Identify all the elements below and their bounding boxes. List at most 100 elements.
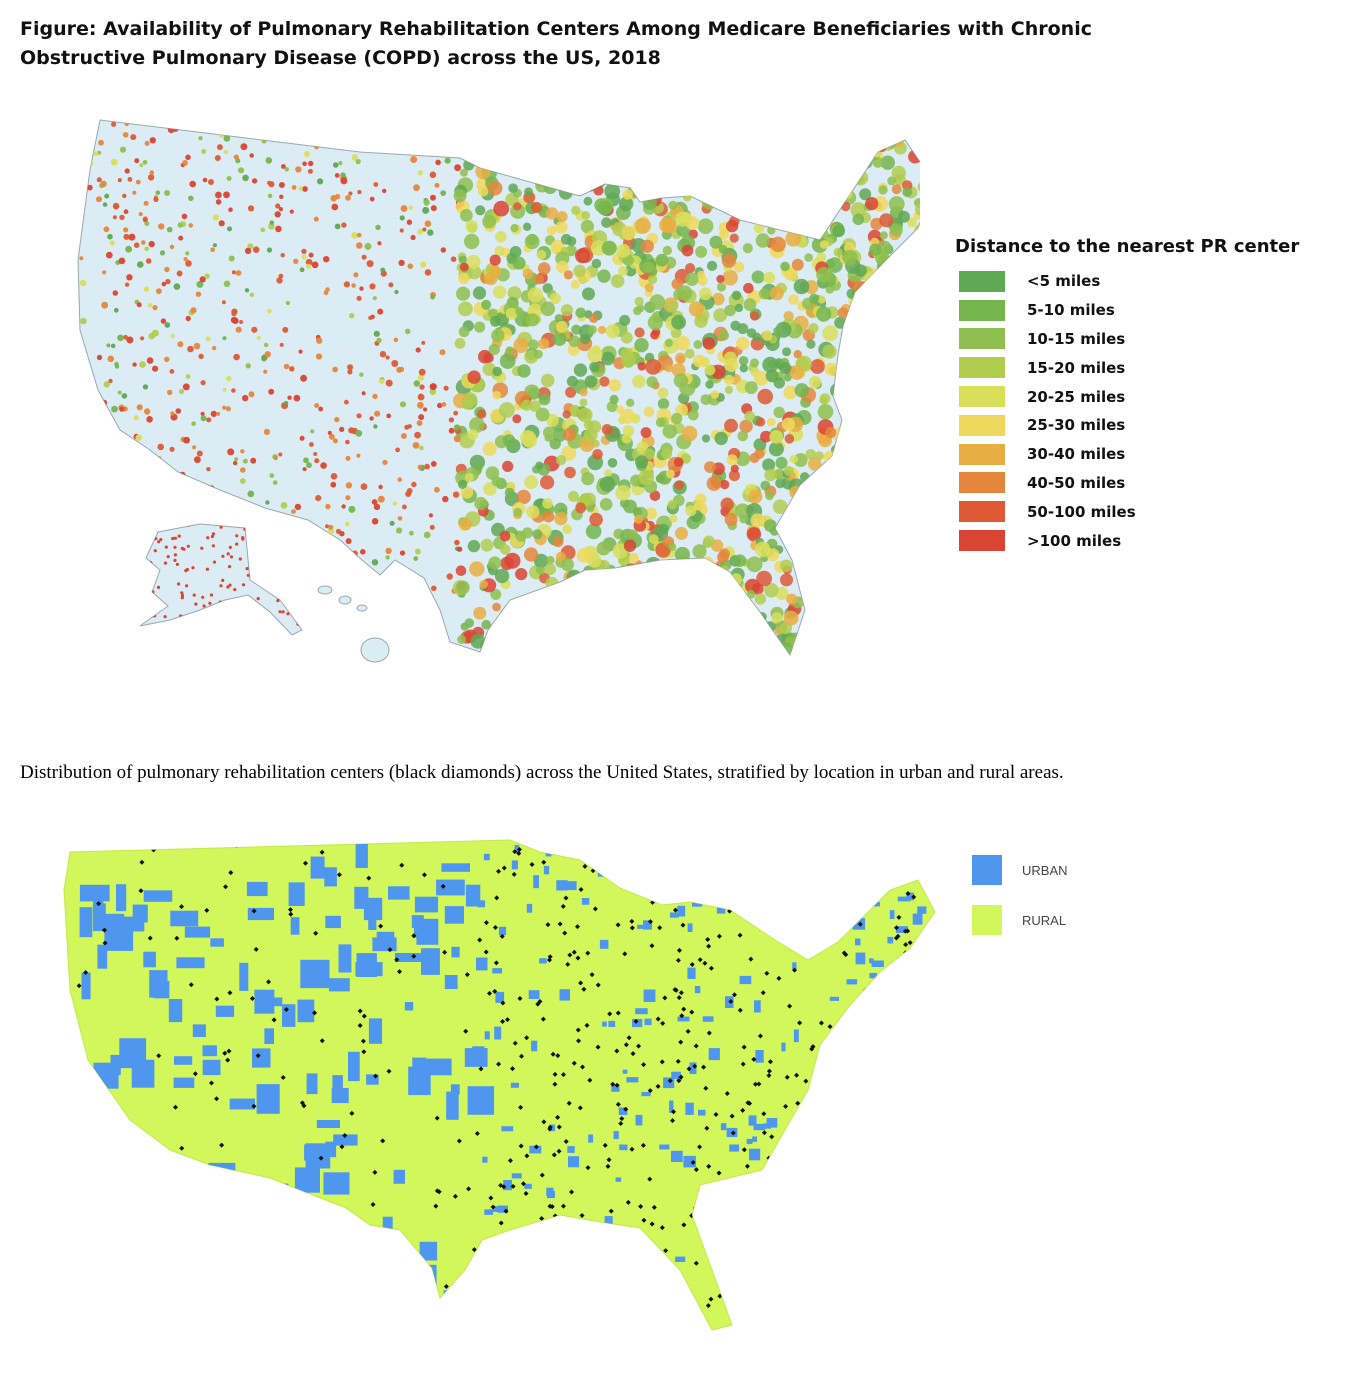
distance-point bbox=[801, 510, 815, 524]
distance-point bbox=[792, 176, 806, 191]
urban-area bbox=[830, 1099, 836, 1109]
distance-point bbox=[722, 269, 738, 286]
pr-center-marker bbox=[782, 1310, 788, 1316]
distance-point bbox=[341, 504, 346, 509]
distance-point bbox=[507, 623, 519, 635]
distance-point bbox=[889, 542, 899, 552]
distance-point bbox=[377, 308, 384, 315]
pr-center-marker bbox=[697, 1144, 703, 1150]
distance-point bbox=[695, 562, 710, 576]
distance-point bbox=[820, 465, 829, 475]
distance-point bbox=[281, 164, 286, 169]
distance-point bbox=[661, 137, 672, 148]
distance-point bbox=[669, 597, 683, 610]
distance-point bbox=[305, 258, 313, 266]
distance-point bbox=[673, 457, 684, 468]
distance-point bbox=[793, 350, 802, 359]
distance-point bbox=[474, 321, 486, 333]
urban-area bbox=[878, 1297, 890, 1310]
distance-point bbox=[416, 651, 421, 655]
distance-point bbox=[114, 364, 120, 369]
distance-point bbox=[913, 552, 920, 563]
distance-point bbox=[841, 188, 853, 200]
distance-point bbox=[842, 120, 855, 130]
distance-point bbox=[511, 120, 522, 122]
distance-point bbox=[453, 410, 459, 416]
distance-point bbox=[893, 268, 906, 281]
distance-point bbox=[454, 539, 460, 546]
distance-point bbox=[794, 383, 809, 398]
distance-point bbox=[152, 305, 158, 311]
distance-point bbox=[815, 151, 824, 159]
pr-center-marker bbox=[574, 924, 580, 930]
distance-point bbox=[531, 136, 546, 152]
pr-center-marker bbox=[730, 1178, 736, 1184]
distance-point bbox=[853, 360, 866, 373]
distance-point bbox=[147, 302, 153, 308]
distance-point bbox=[895, 433, 911, 449]
distance-point bbox=[749, 452, 760, 464]
distance-point bbox=[785, 230, 802, 247]
urban-area bbox=[796, 1189, 801, 1202]
urban-area bbox=[685, 1102, 694, 1115]
distance-point bbox=[208, 124, 216, 132]
distance-point bbox=[822, 608, 838, 624]
pr-center-marker bbox=[766, 897, 772, 903]
distance-point bbox=[570, 634, 582, 646]
distance-point bbox=[132, 190, 137, 195]
distance-point bbox=[800, 206, 815, 220]
urban-area bbox=[536, 1292, 547, 1297]
distance-point bbox=[859, 188, 872, 201]
distance-point bbox=[247, 613, 254, 620]
distance-point bbox=[697, 218, 714, 234]
distance-point bbox=[488, 308, 498, 319]
pr-center-marker bbox=[659, 1225, 665, 1231]
distance-point bbox=[549, 438, 561, 450]
urban-area bbox=[404, 1002, 414, 1011]
distance-point bbox=[540, 146, 550, 157]
distance-point bbox=[281, 610, 285, 614]
distance-point bbox=[144, 632, 150, 638]
urban-area bbox=[650, 1276, 661, 1288]
distance-point bbox=[360, 483, 368, 490]
distance-point bbox=[480, 140, 490, 150]
pr-center-marker bbox=[578, 886, 584, 892]
distance-point bbox=[904, 273, 914, 283]
distance-point bbox=[721, 120, 730, 129]
pr-center-marker bbox=[751, 1215, 757, 1221]
distance-point bbox=[825, 285, 835, 294]
pr-center-marker bbox=[487, 990, 493, 996]
distance-point bbox=[258, 557, 265, 565]
pr-center-marker bbox=[505, 1302, 511, 1308]
distance-point bbox=[117, 561, 123, 567]
distance-point bbox=[382, 459, 388, 465]
distance-point bbox=[251, 613, 255, 618]
distance-point bbox=[355, 159, 361, 165]
distance-point bbox=[542, 120, 556, 132]
distance-point bbox=[688, 569, 704, 585]
distance-point bbox=[266, 126, 273, 133]
distance-point bbox=[804, 141, 814, 151]
distance-point bbox=[343, 281, 350, 288]
pr-center-marker bbox=[886, 1003, 892, 1009]
urban-area bbox=[628, 866, 638, 874]
distance-point bbox=[659, 144, 672, 156]
distance-point bbox=[301, 254, 307, 260]
distance-point bbox=[196, 450, 203, 457]
pr-center-marker bbox=[433, 1203, 439, 1209]
distance-point bbox=[783, 222, 793, 232]
distance-point bbox=[225, 406, 231, 412]
distance-point bbox=[90, 504, 96, 510]
pr-center-marker bbox=[321, 1241, 327, 1247]
distance-point bbox=[554, 619, 566, 631]
pr-center-marker bbox=[575, 1316, 581, 1322]
distance-point bbox=[359, 286, 364, 291]
distance-point bbox=[712, 292, 725, 306]
distance-point bbox=[622, 145, 638, 161]
distance-point bbox=[656, 135, 667, 146]
distance-point bbox=[371, 559, 379, 566]
distance-point bbox=[212, 243, 217, 248]
distance-point bbox=[279, 527, 283, 531]
pr-center-marker bbox=[579, 1064, 585, 1070]
distance-point bbox=[711, 123, 722, 134]
